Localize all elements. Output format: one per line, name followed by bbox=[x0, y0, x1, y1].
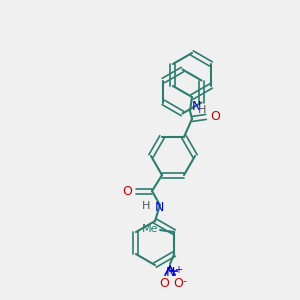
Text: N: N bbox=[192, 100, 201, 113]
Text: N: N bbox=[155, 201, 164, 214]
Text: O: O bbox=[159, 277, 169, 290]
Text: O: O bbox=[173, 277, 183, 290]
Text: O: O bbox=[210, 110, 220, 123]
Text: O: O bbox=[122, 184, 132, 198]
Text: N: N bbox=[165, 266, 175, 279]
Text: Me: Me bbox=[142, 224, 158, 234]
Text: -: - bbox=[182, 276, 186, 286]
Text: H: H bbox=[198, 105, 206, 115]
Text: H: H bbox=[142, 201, 150, 211]
Text: +: + bbox=[174, 265, 182, 275]
